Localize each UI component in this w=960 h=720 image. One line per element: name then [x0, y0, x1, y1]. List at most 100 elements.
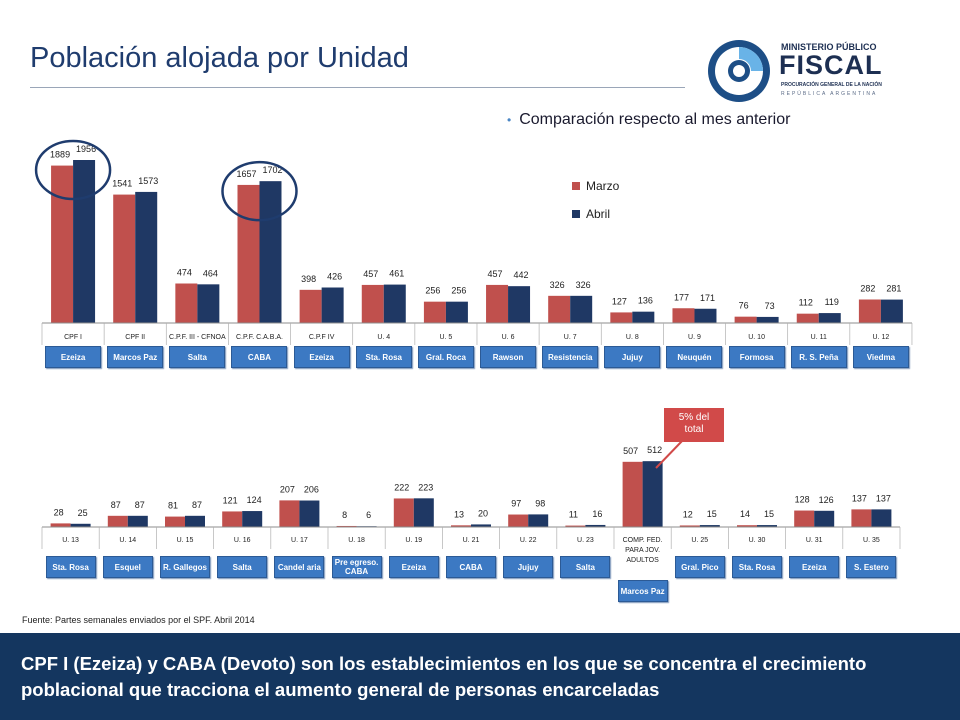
- callout-line2: total: [684, 424, 704, 435]
- bar-abril: [127, 515, 148, 527]
- bar-abril: [70, 523, 91, 527]
- bar-marzo: [796, 313, 819, 323]
- data-label-abril: 461: [389, 269, 404, 279]
- data-label-marzo: 207: [280, 484, 295, 494]
- category-label: U. 5: [439, 334, 452, 341]
- category-label: U. 23: [577, 537, 594, 544]
- highlight-circle: [221, 160, 298, 222]
- bar-abril: [585, 524, 606, 527]
- data-label-abril: 1702: [262, 165, 282, 175]
- data-label-abril: 126: [819, 495, 834, 505]
- category-label: C.P.F. C.A.B.A.: [236, 334, 283, 341]
- bar-abril: [694, 308, 717, 323]
- data-label-abril: 326: [576, 280, 591, 290]
- data-label-marzo: 8: [342, 510, 347, 520]
- category-label: U. 19: [405, 537, 422, 544]
- bar-abril: [73, 160, 96, 323]
- data-label-abril: 16: [592, 509, 602, 519]
- bar-marzo: [50, 523, 71, 527]
- bar-abril: [135, 191, 158, 323]
- bar-abril: [413, 498, 434, 527]
- category-label: U. 10: [748, 334, 765, 341]
- data-label-marzo: 14: [740, 509, 750, 519]
- bar-marzo: [737, 525, 757, 527]
- data-label-abril: 25: [78, 508, 88, 518]
- bar-marzo: [508, 514, 529, 527]
- data-label-marzo: 1541: [112, 179, 132, 189]
- data-label-abril: 6: [366, 510, 371, 520]
- data-label-marzo: 1889: [50, 150, 70, 160]
- chart-subtitle: • Comparación respecto al mes anterior: [507, 111, 790, 129]
- bar-marzo: [548, 295, 571, 323]
- bar-abril: [508, 286, 531, 323]
- footer-message: CPF I (Ezeiza) y CABA (Devoto) son los e…: [21, 653, 867, 700]
- footer-banner: CPF I (Ezeiza) y CABA (Devoto) son los e…: [0, 633, 960, 720]
- page-title: Población alojada por Unidad: [30, 42, 409, 74]
- category-label: U. 8: [626, 334, 639, 341]
- data-label-abril: 171: [700, 293, 715, 303]
- legend-label-marzo: Marzo: [586, 179, 620, 193]
- bar-marzo: [486, 284, 509, 323]
- data-label-marzo: 457: [363, 269, 378, 279]
- bullet-icon: •: [507, 113, 512, 127]
- sun-emblem-icon: [708, 40, 770, 102]
- bar-marzo: [565, 525, 586, 527]
- data-label-marzo: 127: [612, 296, 627, 306]
- category-label: U. 11: [811, 334, 827, 341]
- bar-abril: [642, 461, 663, 527]
- data-label-marzo: 282: [860, 284, 875, 294]
- bar-marzo: [794, 510, 815, 527]
- bar-marzo: [393, 498, 414, 527]
- data-label-marzo: 11: [569, 510, 578, 520]
- bar-abril: [321, 287, 344, 323]
- data-label-marzo: 457: [488, 269, 503, 279]
- data-label-abril: 73: [765, 301, 775, 311]
- data-label-abril: 15: [764, 509, 774, 519]
- data-label-marzo: 12: [683, 509, 693, 519]
- data-label-marzo: 326: [550, 280, 565, 290]
- category-label: U. 30: [749, 537, 766, 544]
- callout-pointer: [655, 439, 684, 469]
- bar-marzo: [858, 299, 881, 323]
- bar-marzo: [361, 284, 384, 323]
- data-label-abril: 1573: [138, 176, 158, 186]
- bar-abril: [299, 500, 320, 527]
- bar-abril: [383, 284, 406, 323]
- bar-marzo: [672, 308, 695, 323]
- data-label-abril: 256: [451, 286, 466, 296]
- bar-marzo: [175, 283, 198, 323]
- data-label-marzo: 507: [623, 446, 638, 456]
- data-label-marzo: 81: [168, 501, 178, 511]
- category-label: U. 31: [806, 537, 823, 544]
- data-label-marzo: 177: [674, 292, 689, 302]
- category-label: CPF II: [125, 334, 145, 341]
- data-label-abril: 464: [203, 268, 218, 278]
- data-label-abril: 512: [647, 445, 662, 455]
- data-label-abril: 137: [876, 493, 891, 503]
- bar-abril: [699, 525, 720, 527]
- ministerio-logo: MINISTERIO PÚBLICO FISCAL PROCURACIÓN GE…: [706, 36, 891, 106]
- data-label-abril: 136: [638, 296, 653, 306]
- data-label-abril: 426: [327, 272, 342, 282]
- category-label: U. 15: [177, 537, 194, 544]
- category-label: U. 25: [691, 537, 708, 544]
- callout-line1: 5% del: [678, 412, 710, 423]
- callout-box: 5% del total: [664, 408, 724, 442]
- data-label-abril: 15: [707, 509, 717, 519]
- data-label-marzo: 112: [799, 298, 813, 308]
- bar-marzo: [423, 301, 446, 323]
- data-label-marzo: 474: [177, 268, 192, 278]
- bar-abril: [445, 301, 468, 323]
- bar-abril: [818, 313, 841, 323]
- bar-marzo: [279, 500, 300, 527]
- logo-line4: REPÚBLICA ARGENTINA: [781, 91, 878, 97]
- bar-marzo: [851, 509, 872, 527]
- data-label-marzo: 97: [511, 499, 521, 509]
- data-label-marzo: 1657: [236, 169, 256, 179]
- data-label-abril: 20: [478, 508, 488, 518]
- bar-marzo: [107, 515, 128, 527]
- data-label-abril: 87: [135, 500, 145, 510]
- bar-abril: [570, 295, 593, 323]
- bar-abril: [756, 316, 779, 323]
- bar-abril: [259, 181, 282, 323]
